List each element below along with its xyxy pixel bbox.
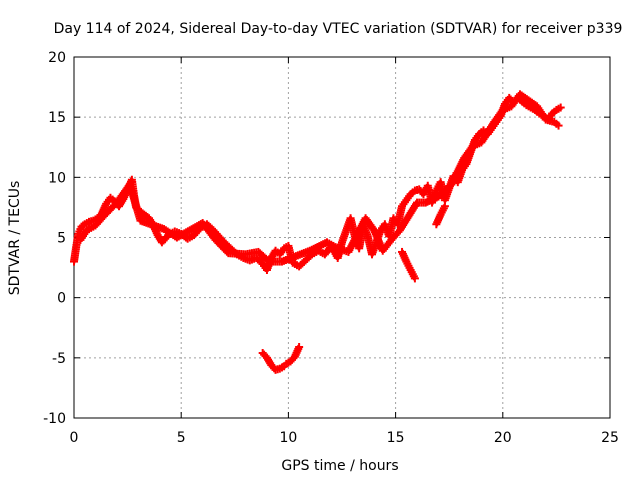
data-point	[295, 343, 304, 352]
data-point	[280, 362, 289, 371]
x-tick-label: 25	[601, 430, 619, 446]
data-point	[263, 256, 272, 265]
chart-title: Day 114 of 2024, Sidereal Day-to-day VTE…	[54, 21, 623, 37]
y-tick-label: -10	[43, 411, 66, 427]
y-tick-label: 20	[48, 50, 66, 66]
y-axis-label: SDTVAR / TECUs	[7, 181, 23, 296]
data-points	[70, 90, 565, 374]
axis-ticks	[73, 56, 611, 419]
data-point	[556, 103, 565, 112]
x-tick-label: 15	[387, 430, 405, 446]
y-tick-label: 5	[57, 231, 66, 247]
y-tick-labels: -10 -5 0 5 10 15 20	[43, 50, 66, 427]
x-tick-label: 5	[177, 430, 186, 446]
y-tick-label: 0	[57, 291, 66, 307]
data-point	[554, 121, 563, 130]
data-point	[398, 247, 407, 256]
x-tick-label: 20	[494, 430, 512, 446]
x-axis-label: GPS time / hours	[281, 458, 398, 474]
x-tick-labels: 0 5 10 15 20 25	[70, 430, 619, 446]
y-tick-label: 10	[48, 170, 66, 186]
data-point	[440, 202, 449, 211]
x-tick-label: 10	[279, 430, 297, 446]
y-tick-label: 15	[48, 110, 66, 126]
y-tick-label: -5	[52, 351, 66, 367]
x-tick-label: 0	[70, 430, 79, 446]
